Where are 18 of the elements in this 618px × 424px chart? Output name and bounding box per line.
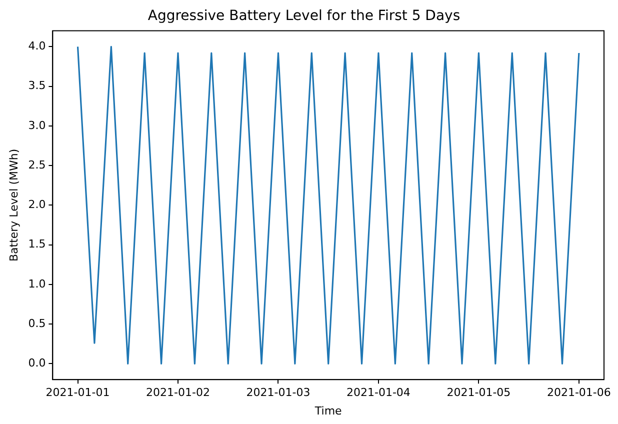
y-tick-label: 3.0	[28, 118, 46, 132]
y-tick-label: 4.0	[28, 40, 46, 53]
y-axis-title: Battery Level (MWh)	[7, 148, 20, 262]
y-tick-label: 0.5	[28, 316, 46, 330]
x-tick-label: 2021-01-04	[346, 386, 410, 400]
y-tick-label: 3.5	[28, 79, 46, 92]
x-tick-label: 2021-01-05	[446, 386, 511, 400]
x-axis-title: Time	[314, 404, 342, 418]
x-tick-label: 2021-01-01	[46, 386, 110, 400]
y-tick-label: 2.5	[28, 158, 46, 172]
x-tick-label: 2021-01-02	[146, 386, 210, 400]
y-tick-label: 2.0	[28, 198, 46, 212]
x-tick-label: 2021-01-03	[246, 386, 310, 400]
x-tick-label: 2021-01-06	[546, 386, 611, 400]
y-tick-label: 1.5	[28, 238, 46, 251]
y-tick-label: 0.0	[28, 356, 46, 370]
chart-title: Aggressive Battery Level for the First 5 Days	[148, 8, 460, 24]
y-tick-label: 1.0	[28, 277, 46, 290]
